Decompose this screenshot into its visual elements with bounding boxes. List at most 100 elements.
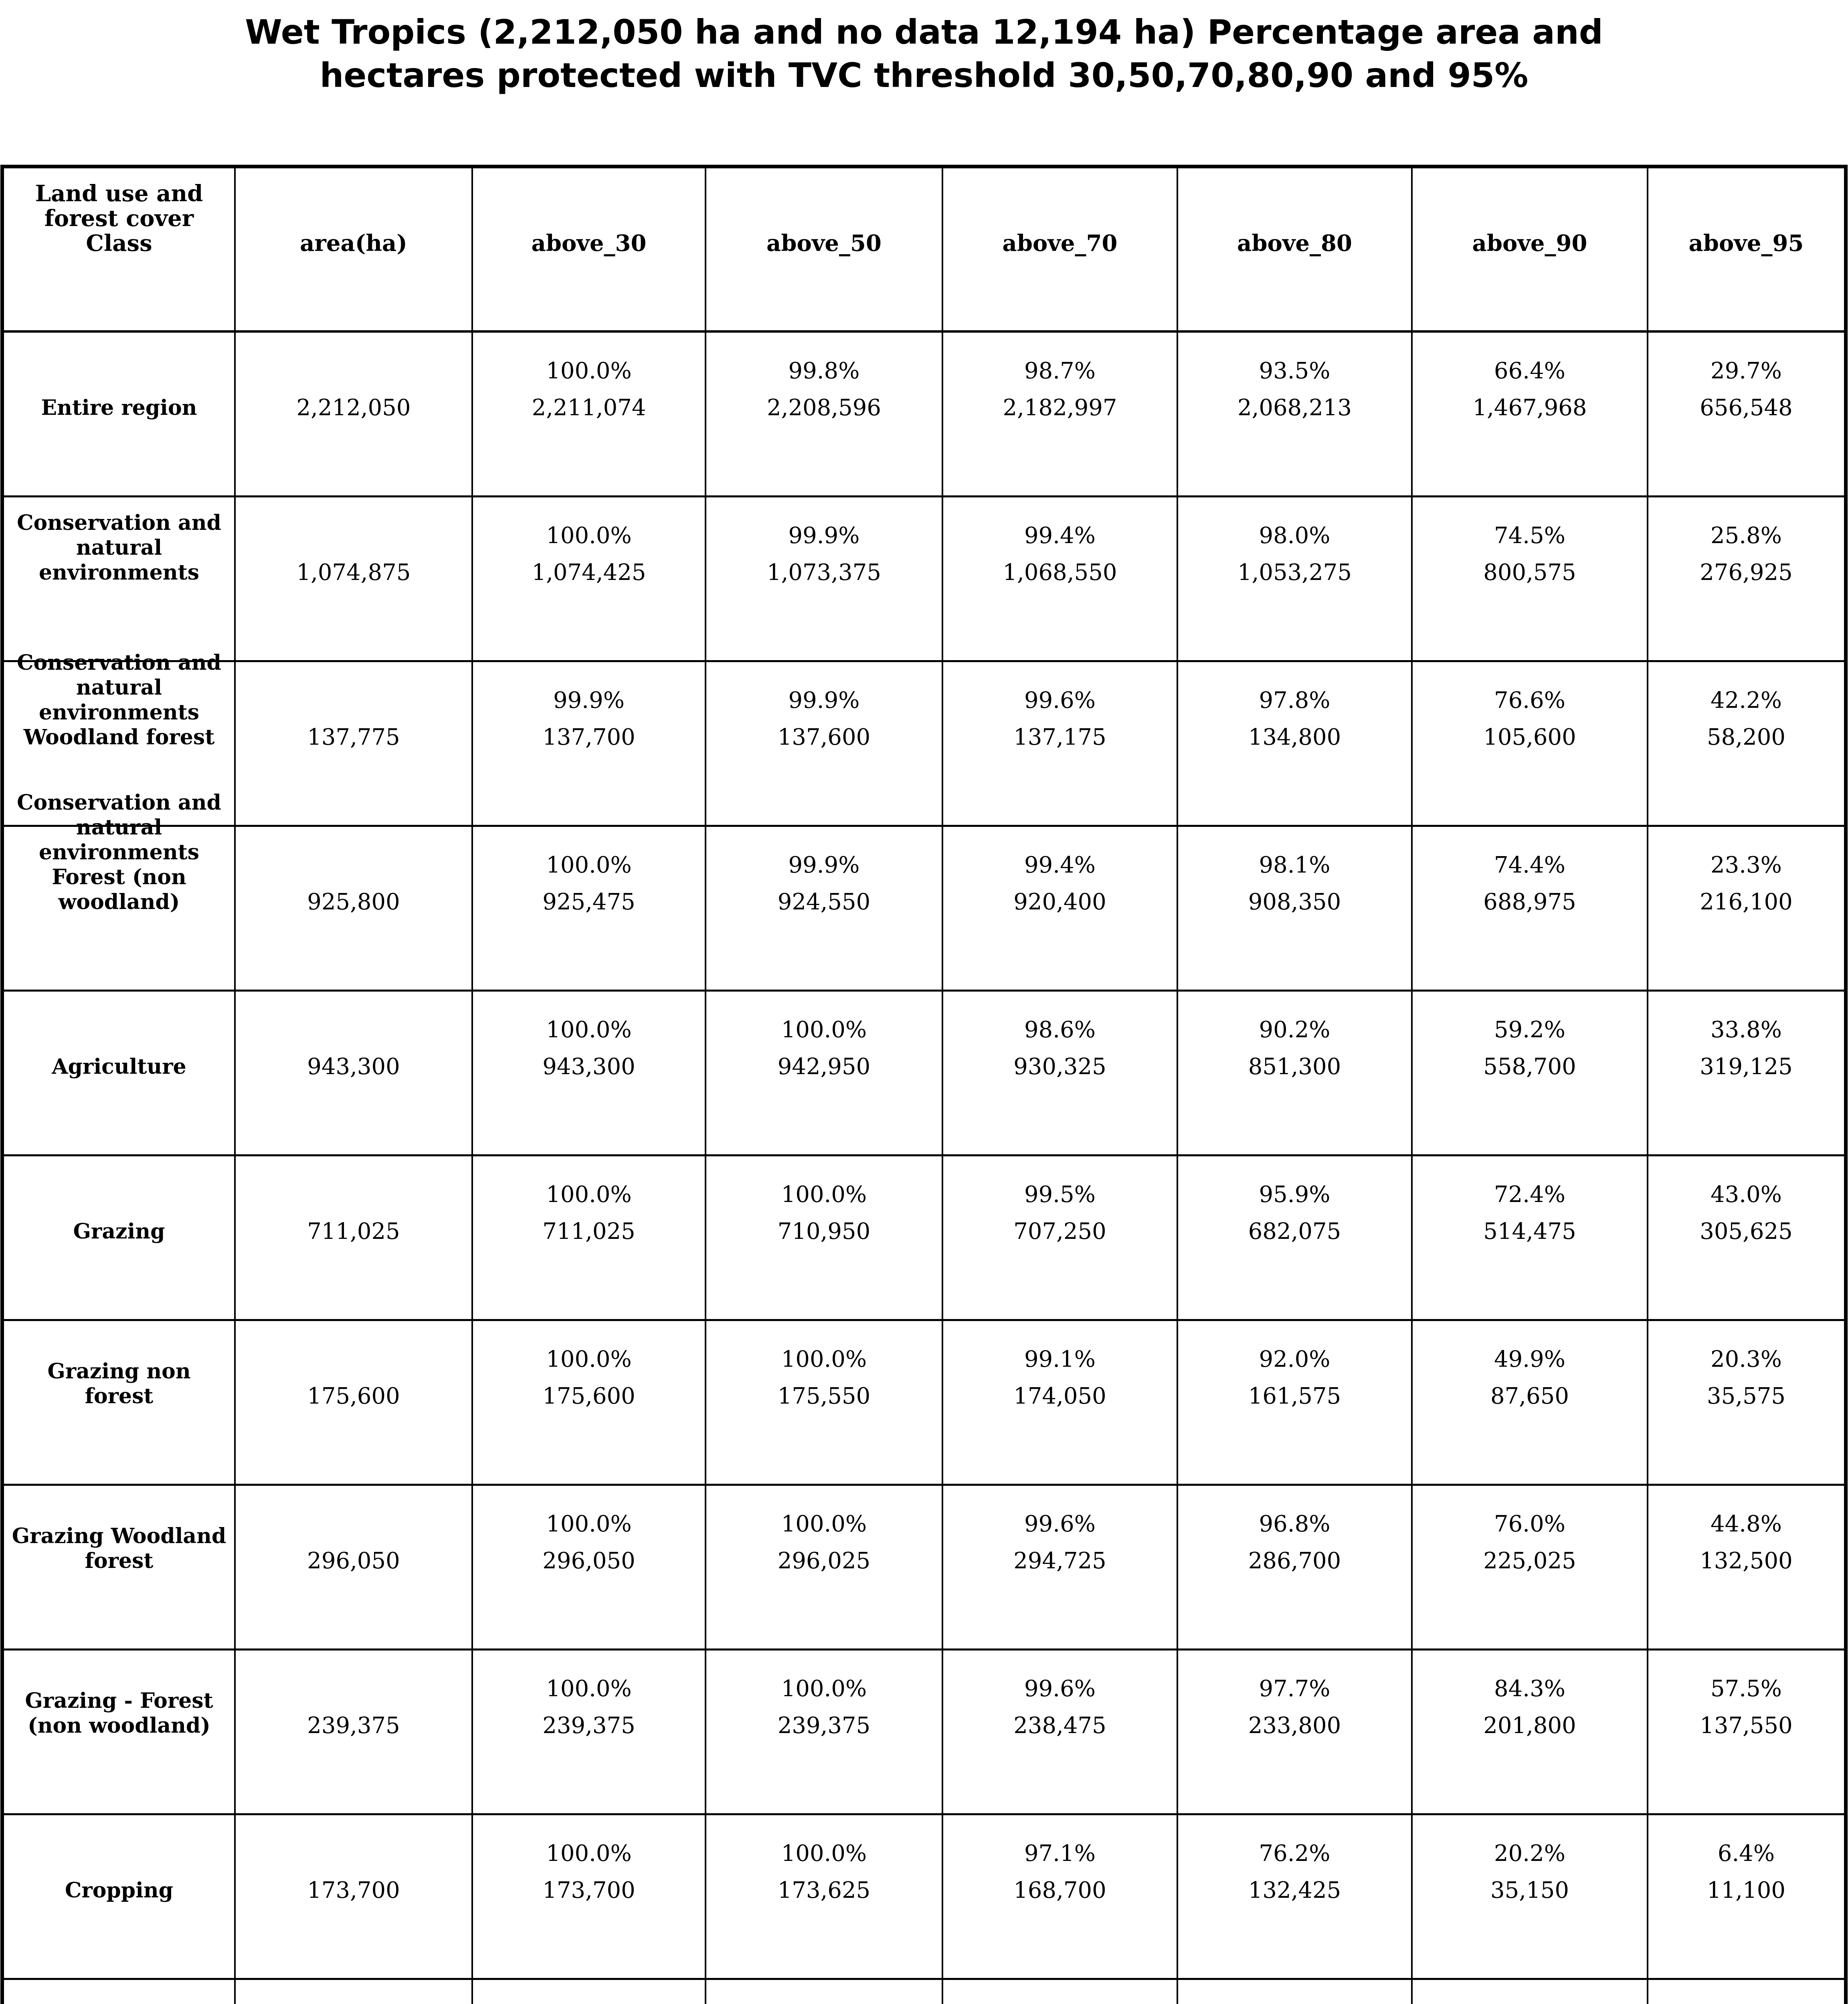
cell-grazing-forest-non-woodland-above-50: 100.0% 239,375: [706, 1650, 943, 1813]
cell-conservation-and-natural-environments-above-50: 99.9% 1,073,375: [706, 497, 943, 660]
table-row-entire-region: Entire region 2,212,050 100.0% 2,211,074 99.…: [4, 333, 1844, 497]
cell-conservation-and-natural-environments-above-90-text: 74.5% 800,575: [1483, 523, 1576, 586]
cell-agriculture-label: Agriculture: [4, 992, 236, 1154]
cell-irrigation-label: Irrigation: [4, 1980, 236, 2004]
header-cell-above-70: above_70: [943, 168, 1178, 330]
cell-irrigation-above-80: 62.8%36,775: [1178, 1980, 1413, 2004]
cell-grazing-above-50-text: 100.0% 710,950: [777, 1182, 871, 1244]
cell-conservation-and-natural-environments-forest-non-woodland-above-95-text: 23.3% 216,100: [1700, 852, 1793, 915]
cell-entire-region-above-30-text: 100.0% 2,211,074: [532, 358, 646, 421]
cell-irrigation-above-70-text: 92.8%54,325: [943, 2000, 1177, 2004]
cell-grazing-forest-non-woodland-label-text: Grazing - Forest (non woodland): [25, 1689, 213, 1738]
cell-conservation-and-natural-environments-forest-non-woodland-above-30-text: 100.0% 925,475: [542, 852, 635, 915]
cell-agriculture-above-70-text: 98.6% 930,325: [1013, 1017, 1106, 1080]
cell-agriculture-above-90: 59.2% 558,700: [1413, 992, 1648, 1154]
cell-conservation-and-natural-environments-above-30: 100.0% 1,074,425: [473, 497, 706, 660]
cell-conservation-and-natural-environments-woodland-forest-above-95-text: 42.2% 58,200: [1707, 687, 1785, 750]
cell-cropping-above-70-text: 97.1% 168,700: [1013, 1840, 1106, 1903]
cell-grazing-non-forest-above-90: 49.9% 87,650: [1413, 1321, 1648, 1484]
cell-grazing-forest-non-woodland-above-30: 100.0% 239,375: [473, 1650, 706, 1813]
cell-grazing-area-text: 711,025: [307, 1218, 400, 1244]
page-title-line2: hectares protected with TVC threshold 30…: [319, 56, 1529, 95]
cell-grazing-non-forest-above-95: 20.3% 35,575: [1648, 1321, 1844, 1484]
header-cell-above-80: above_80: [1178, 168, 1413, 330]
cell-grazing-non-forest-area-text: 175,600: [307, 1383, 400, 1409]
cell-agriculture-area: 943,300: [236, 992, 473, 1154]
cell-grazing-woodland-forest-above-30: 100.0% 296,050: [473, 1486, 706, 1648]
cell-cropping-label-text: Cropping: [65, 1878, 174, 1903]
cell-grazing-woodland-forest-label-text: Grazing Woodland forest: [12, 1524, 226, 1573]
cell-grazing-forest-non-woodland-above-70-text: 99.6% 238,475: [1013, 1676, 1106, 1739]
cell-agriculture-above-90-text: 59.2% 558,700: [1483, 1017, 1576, 1080]
table-row-irrigation: Irrigation58,525100.0%58,52599.7%58,3259…: [4, 1980, 1844, 2004]
cell-conservation-and-natural-environments-above-70: 99.4% 1,068,550: [943, 497, 1178, 660]
cell-conservation-and-natural-environments-above-50-text: 99.9% 1,073,375: [766, 523, 881, 586]
cell-grazing-non-forest-above-70: 99.1% 174,050: [943, 1321, 1178, 1484]
table-row-grazing: Grazing 711,025 100.0% 711,025 100.0% 710,950…: [4, 1156, 1844, 1321]
header-cell-above-80-text: above_80: [1237, 230, 1352, 257]
table-row-cropping: Cropping 173,700 100.0% 173,700 100.0% 173,62…: [4, 1815, 1844, 1980]
cell-grazing-above-30: 100.0% 711,025: [473, 1156, 706, 1319]
cell-conservation-and-natural-environments-woodland-forest-label-text: Conservation and natural environments Woodl…: [17, 650, 221, 749]
cell-entire-region-above-80: 93.5% 2,068,213: [1178, 333, 1413, 495]
cell-conservation-and-natural-environments-label: Conservation and natural environments: [4, 497, 236, 660]
cell-irrigation-above-30: 100.0%58,525: [473, 1980, 706, 2004]
cell-entire-region-label: Entire region: [4, 333, 236, 495]
cell-conservation-and-natural-environments-forest-non-woodland-area: 925,800: [236, 827, 473, 990]
cell-irrigation-above-80-text: 62.8%36,775: [1178, 2000, 1411, 2004]
cell-conservation-and-natural-environments-forest-non-woodland-label: Conservation and natural environments Fores…: [4, 790, 236, 990]
cell-cropping-area: 173,700: [236, 1815, 473, 1978]
header-cell-above-95: above_95: [1648, 168, 1844, 330]
cell-entire-region-above-90: 66.4% 1,467,968: [1413, 333, 1648, 495]
cell-cropping-above-50: 100.0% 173,625: [706, 1815, 943, 1978]
cell-grazing-woodland-forest-above-80-text: 96.8% 286,700: [1248, 1511, 1341, 1574]
cell-grazing-non-forest-above-30-text: 100.0% 175,600: [542, 1346, 635, 1409]
cell-grazing-non-forest-above-80: 92.0% 161,575: [1178, 1321, 1413, 1484]
cell-cropping-above-90: 20.2% 35,150: [1413, 1815, 1648, 1978]
header-cell-land-use-and-forest-cover-class-text: Land use and forest cover Class: [35, 180, 203, 257]
cell-grazing-forest-non-woodland-above-90-text: 84.3% 201,800: [1483, 1676, 1576, 1739]
cell-grazing-above-30-text: 100.0% 711,025: [542, 1182, 635, 1244]
cell-conservation-and-natural-environments-above-90: 74.5% 800,575: [1413, 497, 1648, 660]
table-row-agriculture: Agriculture 943,300 100.0% 943,300 100.0% 942…: [4, 992, 1844, 1156]
cell-cropping-above-30: 100.0% 173,700: [473, 1815, 706, 1978]
cell-conservation-and-natural-environments-forest-non-woodland-above-80: 98.1% 908,350: [1178, 827, 1413, 990]
cell-entire-region-above-70: 98.7% 2,182,997: [943, 333, 1178, 495]
cell-conservation-and-natural-environments-above-95-text: 25.8% 276,925: [1700, 523, 1793, 586]
header-cell-above-30-text: above_30: [531, 230, 647, 257]
cell-grazing-woodland-forest-label: Grazing Woodland forest: [4, 1486, 236, 1648]
header-cell-above-90-text: above_90: [1472, 230, 1587, 257]
cell-irrigation-above-95: 4.1%2,375: [1648, 1980, 1844, 2004]
page-title-line1: Wet Tropics (2,212,050 ha and no data 12…: [245, 12, 1603, 52]
cell-grazing-non-forest-label-text: Grazing non forest: [47, 1359, 191, 1408]
cell-cropping-above-30-text: 100.0% 173,700: [542, 1840, 635, 1903]
cell-grazing-forest-non-woodland-above-95: 57.5% 137,550: [1648, 1650, 1844, 1813]
cell-grazing-woodland-forest-above-95: 44.8% 132,500: [1648, 1486, 1844, 1648]
cell-grazing-above-50: 100.0% 710,950: [706, 1156, 943, 1319]
cell-conservation-and-natural-environments-woodland-forest-area: 137,775: [236, 662, 473, 825]
cell-conservation-and-natural-environments-woodland-forest-above-80: 97.8% 134,800: [1178, 662, 1413, 825]
cell-conservation-and-natural-environments-label-text: Conservation and natural environments: [17, 511, 221, 585]
header-cell-above-95-text: above_95: [1688, 230, 1804, 257]
cell-conservation-and-natural-environments-area: 1,074,875: [236, 497, 473, 660]
cell-grazing-label-text: Grazing: [73, 1219, 165, 1244]
cell-irrigation-area: 58,525: [236, 1980, 473, 2004]
cell-grazing-above-80-text: 95.9% 682,075: [1248, 1182, 1341, 1244]
cell-cropping-above-80-text: 76.2% 132,425: [1248, 1840, 1341, 1903]
table-row-grazing-non-forest: Grazing non forest 175,600 100.0% 175,600 100…: [4, 1321, 1844, 1486]
cell-entire-region-label-text: Entire region: [41, 396, 197, 420]
cell-grazing-forest-non-woodland-above-95-text: 57.5% 137,550: [1700, 1676, 1793, 1739]
cell-grazing-non-forest-above-80-text: 92.0% 161,575: [1248, 1346, 1341, 1409]
cell-grazing-non-forest-above-70-text: 99.1% 174,050: [1013, 1346, 1106, 1409]
cell-cropping-label: Cropping: [4, 1815, 236, 1978]
cell-irrigation-above-50: 99.7%58,325: [706, 1980, 943, 2004]
table-row-conservation-and-natural-environments-forest-non-woodland: Conservation and natural environments Fores…: [4, 790, 1844, 992]
cell-grazing-woodland-forest-above-50: 100.0% 296,025: [706, 1486, 943, 1648]
cell-conservation-and-natural-environments-forest-non-woodland-area-text: 925,800: [307, 889, 400, 915]
cell-conservation-and-natural-environments-above-80: 98.0% 1,053,275: [1178, 497, 1413, 660]
cell-conservation-and-natural-environments-woodland-forest-above-70-text: 99.6% 137,175: [1013, 687, 1106, 750]
cell-conservation-and-natural-environments-above-80-text: 98.0% 1,053,275: [1237, 523, 1352, 586]
cell-agriculture-above-50: 100.0% 942,950: [706, 992, 943, 1154]
cell-grazing-woodland-forest-area-text: 296,050: [307, 1548, 400, 1574]
cell-conservation-and-natural-environments-above-70-text: 99.4% 1,068,550: [1003, 523, 1117, 586]
